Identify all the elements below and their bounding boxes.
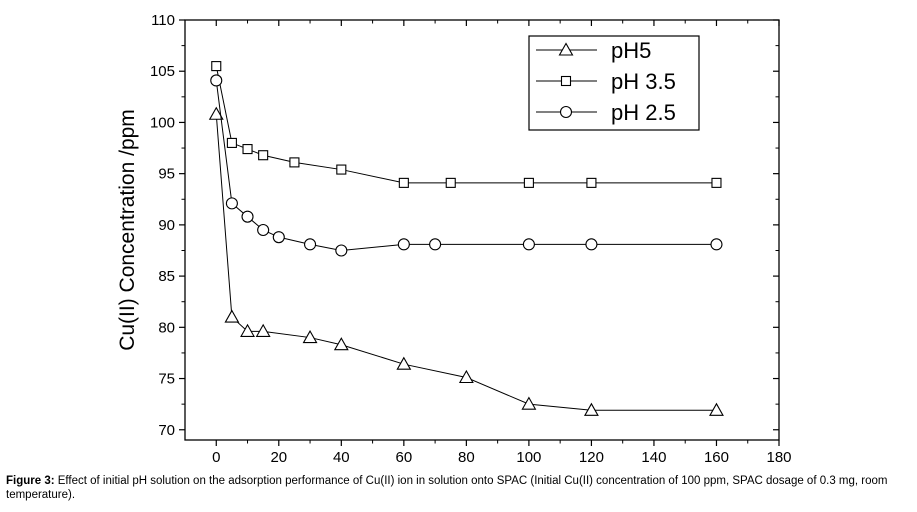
data-point-ph-3-5	[289, 157, 300, 168]
data-point-ph-3-5	[523, 177, 534, 188]
data-point-ph5	[333, 337, 349, 351]
data-point-ph-2-5	[210, 74, 223, 87]
data-point-ph-2-5	[272, 231, 285, 244]
data-point-ph-3-5	[258, 150, 269, 161]
y-tick-label: 85	[158, 268, 175, 285]
data-point-ph-2-5	[397, 238, 410, 251]
data-point-ph-2-5	[585, 238, 598, 251]
data-point-ph5	[255, 323, 271, 337]
caption-label: Figure 3:	[6, 475, 55, 487]
data-point-ph-3-5	[711, 177, 722, 188]
plot-frame	[184, 19, 780, 441]
data-point-ph-3-5	[226, 137, 237, 148]
data-point-ph-3-5	[445, 177, 456, 188]
legend-label-ph-2-5: pH 2.5	[611, 100, 676, 125]
y-tick-label: 105	[150, 63, 175, 80]
figure-caption: Figure 3: Effect of initial pH solution …	[6, 474, 911, 502]
data-point-ph5	[240, 323, 255, 337]
x-tick-label: 160	[704, 449, 729, 466]
data-point-ph5	[709, 402, 724, 416]
data-point-ph5	[458, 369, 474, 384]
data-point-ph5	[396, 356, 412, 370]
data-point-ph5	[302, 329, 318, 344]
legend-box	[528, 35, 700, 131]
data-point-ph-2-5	[335, 244, 348, 257]
data-point-ph5	[521, 396, 537, 410]
chart: 0 20 40 60 80 100 120 140 160 180 70 75 80 85 90 95 100 1…	[116, 12, 792, 466]
x-tick-label: 40	[333, 449, 350, 466]
data-point-ph5	[208, 106, 224, 120]
data-point-ph-3-5	[211, 61, 222, 72]
y-tick-label: 70	[158, 422, 175, 439]
y-tick-label: 100	[150, 114, 175, 131]
legend-label-ph5: pH5	[611, 38, 651, 63]
x-tick-label: 100	[516, 449, 541, 466]
data-point-ph-2-5	[710, 238, 723, 251]
data-point-ph-2-5	[257, 223, 270, 237]
legend-label-ph-3-5: pH 3.5	[611, 69, 676, 94]
y-tick-label: 95	[158, 166, 175, 183]
data-point-ph-2-5	[225, 197, 238, 210]
x-tick-label: 80	[458, 449, 475, 466]
data-point-ph5	[583, 402, 599, 416]
y-tick-label: 90	[158, 217, 175, 234]
data-point-ph-3-5	[336, 164, 347, 175]
data-point-ph-2-5	[304, 238, 317, 251]
data-point-ph5	[224, 309, 240, 323]
data-point-ph-3-5	[586, 177, 597, 188]
data-point-ph-3-5	[398, 177, 409, 188]
x-tick-label: 0	[212, 449, 220, 466]
legend-marker-ph-3-5	[560, 75, 572, 87]
x-tick-label: 120	[579, 449, 604, 466]
y-tick-label: 110	[151, 12, 175, 29]
data-point-ph-2-5	[522, 238, 535, 251]
legend-marker-ph5	[558, 42, 574, 56]
data-point-ph-3-5	[242, 144, 253, 155]
y-axis-label: Cu(II) Concentration /ppm	[116, 109, 139, 351]
y-tick-label: 80	[158, 319, 175, 336]
legend: pH5 pH 3.5 pH 2.5	[528, 35, 700, 131]
x-tick-label: 140	[641, 449, 666, 466]
legend-marker-ph-2-5	[559, 105, 573, 119]
x-tick-label: 180	[766, 449, 791, 466]
data-point-ph-2-5	[429, 238, 442, 251]
x-tick-label: 60	[395, 449, 412, 466]
caption-text: Effect of initial pH solution on the ads…	[6, 475, 888, 501]
x-tick-label: 20	[270, 449, 287, 466]
data-point-ph-2-5	[241, 210, 254, 223]
y-tick-label: 75	[158, 371, 175, 388]
